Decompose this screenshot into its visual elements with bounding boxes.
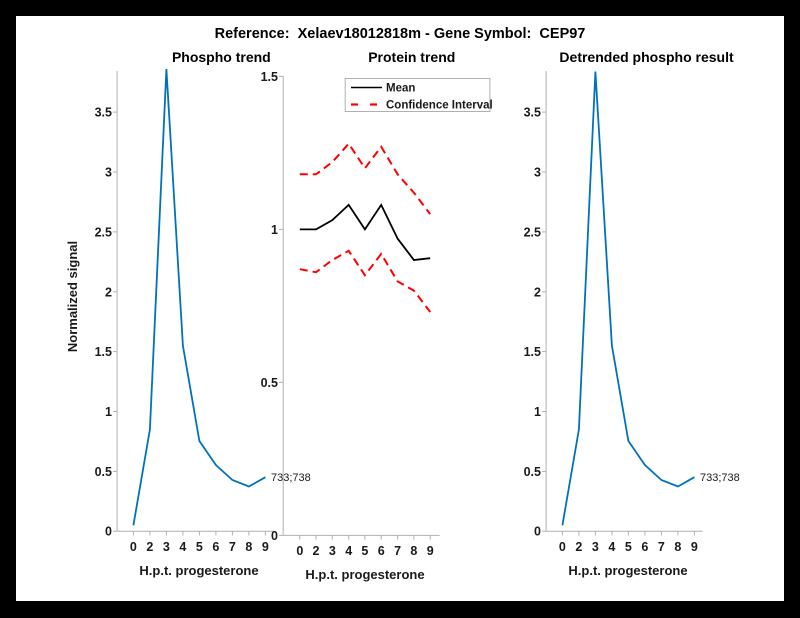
svg-text:6: 6 bbox=[642, 540, 649, 554]
svg-text:1: 1 bbox=[271, 223, 278, 237]
svg-text:2: 2 bbox=[312, 544, 319, 558]
svg-text:2: 2 bbox=[576, 540, 583, 554]
svg-text:H.p.t. progesterone: H.p.t. progesterone bbox=[569, 563, 688, 578]
svg-text:5: 5 bbox=[196, 540, 203, 554]
svg-text:1.5: 1.5 bbox=[524, 345, 541, 359]
svg-text:3: 3 bbox=[592, 540, 599, 554]
svg-text:2: 2 bbox=[146, 540, 153, 554]
svg-text:Mean: Mean bbox=[386, 83, 415, 95]
svg-text:2.5: 2.5 bbox=[524, 225, 541, 239]
svg-text:2: 2 bbox=[105, 285, 112, 299]
svg-text:0.5: 0.5 bbox=[524, 465, 541, 479]
svg-text:4: 4 bbox=[179, 540, 186, 554]
svg-text:7: 7 bbox=[394, 544, 401, 558]
svg-text:H.p.t. progesterone: H.p.t. progesterone bbox=[305, 567, 424, 582]
svg-text:0: 0 bbox=[296, 544, 303, 558]
svg-text:3.5: 3.5 bbox=[95, 106, 112, 120]
svg-text:1: 1 bbox=[534, 405, 541, 419]
svg-text:0: 0 bbox=[271, 529, 278, 543]
svg-text:0: 0 bbox=[559, 540, 566, 554]
svg-text:733;738: 733;738 bbox=[700, 472, 740, 484]
svg-text:Normalized signal: Normalized signal bbox=[65, 241, 80, 352]
svg-text:3: 3 bbox=[163, 540, 170, 554]
svg-text:2: 2 bbox=[534, 285, 541, 299]
svg-text:3: 3 bbox=[534, 166, 541, 180]
svg-text:0.5: 0.5 bbox=[95, 465, 112, 479]
svg-text:6: 6 bbox=[377, 544, 384, 558]
svg-text:8: 8 bbox=[675, 540, 682, 554]
svg-text:2.5: 2.5 bbox=[95, 225, 112, 239]
svg-text:0: 0 bbox=[130, 540, 137, 554]
svg-text:5: 5 bbox=[625, 540, 632, 554]
svg-text:3.5: 3.5 bbox=[524, 106, 541, 120]
svg-text:3: 3 bbox=[329, 544, 336, 558]
svg-text:5: 5 bbox=[361, 544, 368, 558]
svg-text:1: 1 bbox=[105, 405, 112, 419]
svg-text:1.5: 1.5 bbox=[260, 70, 277, 84]
svg-text:1.5: 1.5 bbox=[95, 345, 112, 359]
svg-text:7: 7 bbox=[658, 540, 665, 554]
svg-text:4: 4 bbox=[345, 544, 352, 558]
svg-text:3: 3 bbox=[105, 166, 112, 180]
svg-text:0: 0 bbox=[105, 525, 112, 539]
svg-text:4: 4 bbox=[609, 540, 616, 554]
svg-text:8: 8 bbox=[410, 544, 417, 558]
svg-text:9: 9 bbox=[691, 540, 698, 554]
svg-text:0.5: 0.5 bbox=[260, 376, 277, 390]
svg-text:0: 0 bbox=[534, 525, 541, 539]
